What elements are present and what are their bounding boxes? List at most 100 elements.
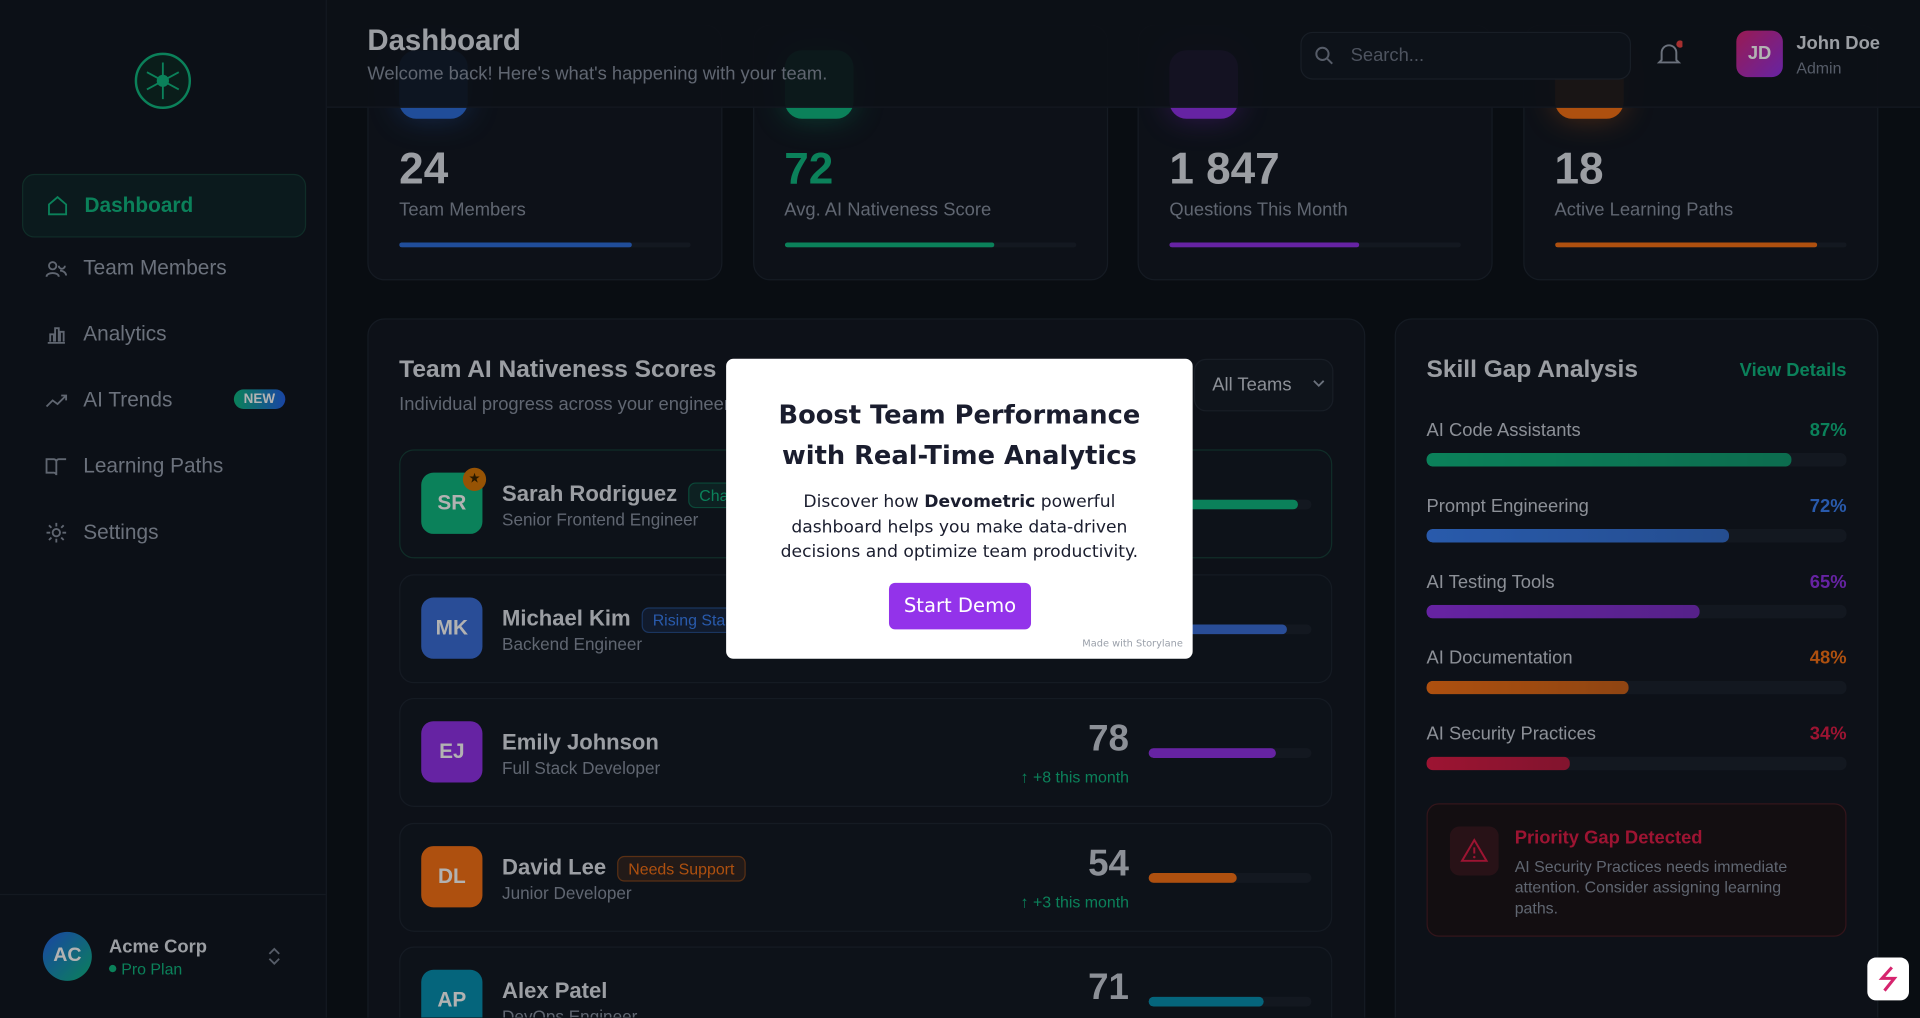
skill-percent: 72% [1809, 495, 1847, 517]
score-change: ↑ +8 this month [1021, 768, 1129, 786]
alert-text: AI Security Practices needs immediate at… [1514, 857, 1788, 918]
stat-value: 72 [784, 143, 834, 194]
stat-progress [399, 242, 691, 248]
modal: Boost Team Performance with Real-Time An… [726, 358, 1193, 659]
user-avatar[interactable]: JD [1736, 30, 1783, 78]
member-role: Full Stack Developer [502, 757, 661, 778]
skill-fill [1426, 528, 1729, 543]
stat-label: Team Members [399, 199, 526, 221]
member-name: Emily Johnson [502, 729, 659, 755]
nav-item[interactable]: Settings [22, 502, 304, 563]
storylane-button[interactable] [1867, 957, 1909, 1001]
member-role: Backend Engineer [502, 633, 643, 654]
user-name: John Doe [1796, 33, 1881, 54]
divider [0, 893, 326, 896]
member-avatar: MK [421, 596, 483, 659]
start-demo-button[interactable]: Start Demo [888, 582, 1032, 630]
storylane-logo [1878, 966, 1898, 992]
score-bar [1148, 748, 1312, 758]
brand-name: Devometric [924, 492, 1036, 512]
score-bar [1148, 996, 1312, 1007]
nav-label: Analytics [83, 322, 167, 346]
member-row[interactable]: AP Alex Patel DevOps Engineer 71 [399, 946, 1333, 1018]
nav-icon [45, 394, 68, 408]
arrow-up: ↑ [1020, 767, 1033, 787]
member-avatar: EJ [421, 721, 483, 783]
nav-item[interactable]: Dashboard [22, 173, 307, 238]
skill-fill [1426, 604, 1700, 619]
stat-label: Active Learning Paths [1554, 199, 1734, 221]
body-text: Discover how [803, 492, 919, 512]
user-role: Admin [1796, 58, 1842, 78]
member-row[interactable]: DL David Lee Needs Support Junior Developer… [399, 822, 1333, 932]
workspace-plan: Pro Plan [121, 960, 183, 979]
skill-fill [1426, 453, 1792, 467]
panel-title: Skill Gap Analysis [1426, 356, 1638, 384]
new-badge: NEW [233, 389, 285, 409]
member-avatar: AP [421, 969, 483, 1018]
champion-star: ★ [462, 467, 487, 492]
member-name: Sarah Rodriguez [502, 481, 678, 506]
skill-percent: 48% [1809, 647, 1847, 669]
modal-body: Discover how Devometric powerful dashboa… [765, 490, 1153, 565]
score-fill [1148, 872, 1237, 883]
scores-panel: Team AI Nativeness Scores Individual pro… [367, 318, 1366, 1018]
score-bar [1148, 499, 1312, 510]
filter-label: All Teams [1212, 374, 1292, 396]
skill-percent: 87% [1809, 420, 1847, 441]
alert-icon [1449, 826, 1499, 876]
skill-name: Prompt Engineering [1426, 495, 1589, 517]
score-fill [1148, 623, 1287, 634]
skill-fill [1426, 756, 1570, 771]
skill-name: AI Security Practices [1426, 723, 1596, 745]
skill-name: AI Testing Tools [1426, 571, 1555, 593]
chevron [1313, 380, 1325, 388]
nav-icon [45, 458, 67, 476]
stat-progress-fill [399, 242, 633, 248]
nav-icon [45, 261, 68, 278]
member-role: Senior Frontend Engineer [502, 509, 699, 529]
skill-name: AI Documentation [1426, 647, 1573, 669]
score-bar [1148, 872, 1312, 883]
alert-title: Priority Gap Detected [1514, 827, 1703, 849]
skill-name: AI Code Assistants [1426, 420, 1581, 441]
plan-dot [108, 964, 117, 973]
nav-item[interactable]: AI Trends NEW [22, 370, 304, 431]
score-bar [1148, 623, 1312, 634]
nav-label: Learning Paths [83, 454, 224, 478]
nav-label: Dashboard [84, 193, 194, 217]
view-details-link[interactable]: View Details [1739, 360, 1847, 381]
notification-bell[interactable] [1656, 40, 1683, 69]
member-name: David Lee [502, 854, 607, 879]
score-fill [1148, 499, 1299, 510]
member-role: Junior Developer [502, 882, 632, 902]
stat-label: Questions This Month [1169, 199, 1348, 221]
nav-item[interactable]: Team Members [22, 238, 304, 299]
stat-value: 1 847 [1169, 143, 1280, 194]
nav-item[interactable]: Analytics [22, 304, 304, 365]
stat-progress-fill [1554, 242, 1817, 248]
member-row[interactable]: EJ Emily Johnson Full Stack Developer 78 ↑ +… [399, 697, 1333, 807]
stat-value: 18 [1554, 143, 1604, 194]
skills-panel: Skill Gap Analysis View Details Priority… [1394, 318, 1879, 1018]
workspace-avatar: AC [42, 931, 92, 981]
skill-bar [1426, 453, 1847, 467]
search-box[interactable]: Search... [1300, 31, 1632, 80]
workspace-switch[interactable] [267, 947, 282, 967]
nav-item[interactable]: Learning Paths [22, 436, 304, 497]
arrow-up: ↑ [1020, 892, 1033, 911]
header: Dashboard Welcome back! Here's what's ha… [326, 0, 1920, 108]
change-text: +3 this month [1032, 892, 1129, 911]
stat-progress-fill [784, 242, 995, 248]
member-name: Michael Kim [502, 605, 631, 631]
page-title: Dashboard [367, 24, 521, 58]
search-icon [1315, 46, 1333, 65]
nav-label: Settings [83, 520, 159, 544]
stat-progress [1554, 242, 1846, 248]
score-fill [1148, 748, 1276, 758]
member-badge: Rising Star [641, 606, 742, 633]
stat-label: Avg. AI Nativeness Score [784, 199, 992, 221]
skill-fill [1426, 680, 1629, 695]
team-filter[interactable]: All Teams [1193, 358, 1334, 412]
